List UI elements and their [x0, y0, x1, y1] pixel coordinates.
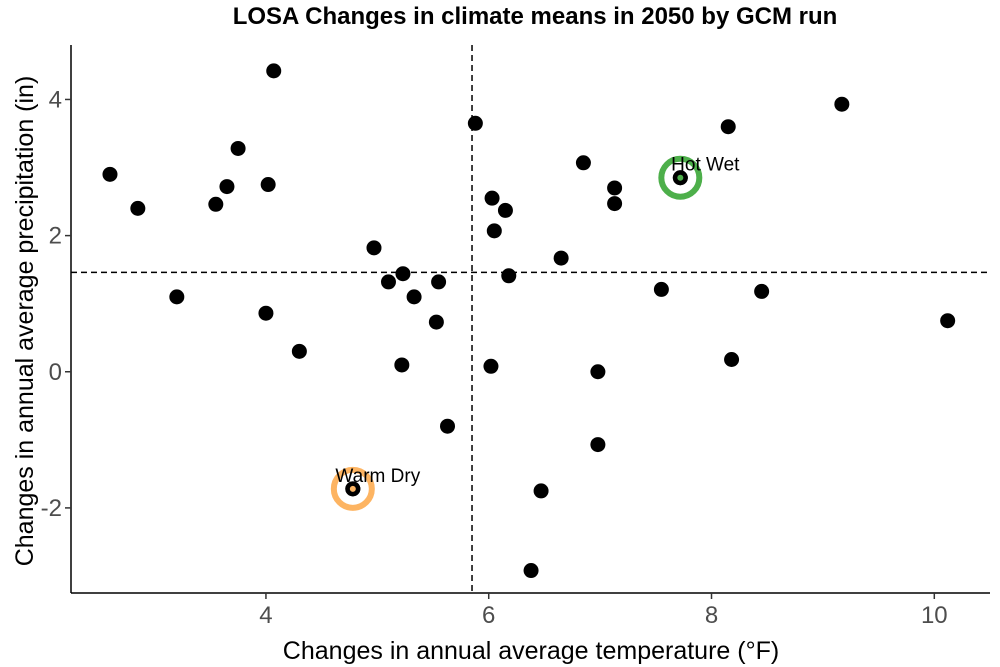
highlight-label: Hot Wet: [671, 155, 740, 176]
data-point: [653, 281, 669, 297]
data-point: [258, 305, 274, 321]
data-point: [260, 177, 276, 193]
x-tick-label: 8: [705, 602, 718, 629]
y-axis-label: Changes in annual average precipitation …: [11, 76, 39, 567]
data-point: [484, 190, 500, 206]
data-points: [102, 63, 956, 579]
data-point: [553, 250, 569, 266]
data-point: [754, 283, 770, 299]
x-axis-label: Changes in annual average temperature (°…: [283, 637, 779, 665]
data-point: [406, 289, 422, 305]
y-tick-label: 0: [49, 359, 62, 386]
data-point: [533, 483, 549, 499]
data-point: [467, 115, 483, 131]
data-point: [366, 240, 382, 256]
data-point: [940, 313, 956, 329]
data-point: [497, 202, 513, 218]
y-tick-label: 4: [49, 86, 62, 113]
data-point: [523, 563, 539, 579]
chart-title: LOSA Changes in climate means in 2050 by…: [233, 3, 838, 30]
x-tick-label: 10: [921, 602, 948, 629]
highlight-ring: [330, 466, 375, 511]
data-point: [130, 200, 146, 216]
data-point: [607, 180, 623, 196]
data-point: [575, 155, 591, 171]
data-point: [590, 437, 606, 453]
data-point: [266, 63, 282, 79]
data-point: [607, 196, 623, 212]
data-point: [486, 223, 502, 239]
data-point: [208, 196, 224, 212]
data-point: [501, 268, 517, 284]
data-point: [169, 289, 185, 305]
data-point: [380, 274, 396, 290]
data-point: [291, 343, 307, 359]
data-point: [394, 357, 410, 373]
x-tick-label: 4: [259, 602, 272, 629]
y-tick-label: -2: [41, 495, 62, 522]
highlight-label: Warm Dry: [335, 466, 420, 487]
data-point: [483, 358, 499, 374]
data-point: [440, 418, 456, 434]
data-point: [219, 179, 235, 195]
highlight-center: [349, 485, 356, 492]
data-point: [230, 140, 246, 156]
highlight-center: [677, 174, 684, 181]
highlight-markers: Hot Wet Warm Dry: [330, 155, 740, 511]
highlight-ring: [658, 155, 703, 200]
y-axis-ticks: -2 0 2 4: [41, 86, 71, 522]
data-point: [102, 166, 118, 182]
data-point: [590, 364, 606, 380]
reference-lines: [71, 45, 990, 593]
data-point: [428, 314, 444, 330]
data-point: [720, 119, 736, 135]
x-axis-ticks: 4 6 8 10: [259, 593, 948, 629]
data-point: [431, 274, 447, 290]
data-point: [395, 266, 411, 282]
data-point: [724, 352, 740, 368]
y-tick-label: 2: [49, 223, 62, 250]
x-tick-label: 6: [482, 602, 495, 629]
data-point: [834, 96, 850, 112]
